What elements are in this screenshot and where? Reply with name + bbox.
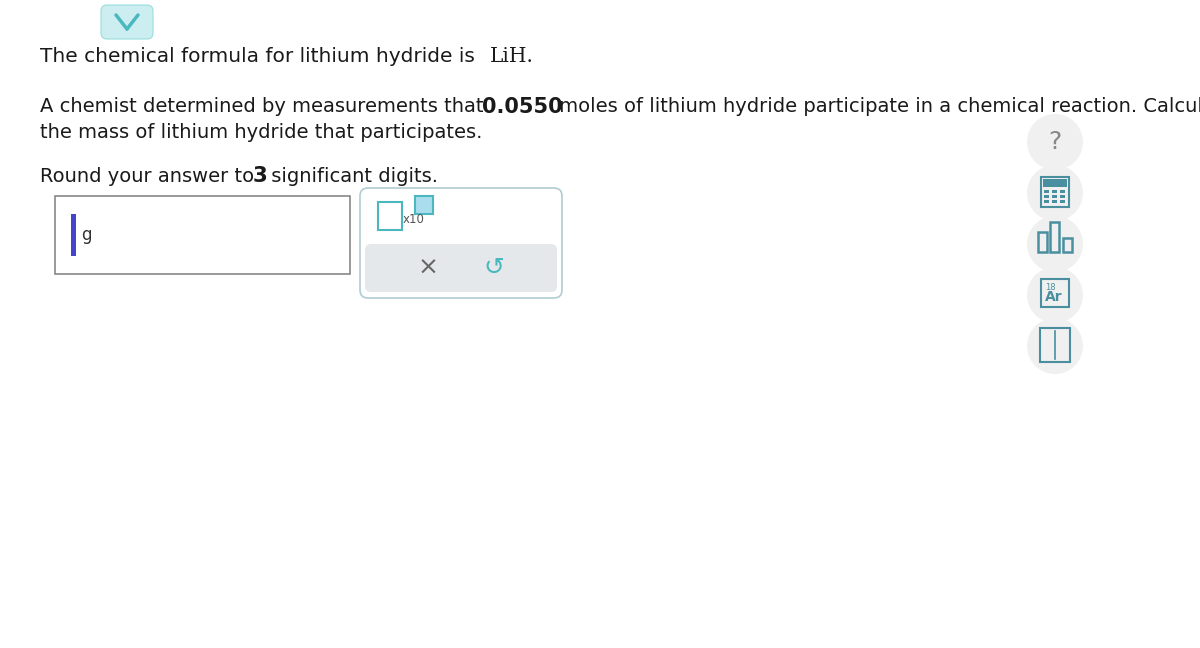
- Bar: [1044, 190, 1049, 193]
- Text: x10: x10: [403, 213, 425, 226]
- Text: A chemist determined by measurements that: A chemist determined by measurements tha…: [40, 97, 490, 117]
- Text: ×: ×: [418, 256, 439, 280]
- Bar: [71, 214, 76, 256]
- Bar: [1060, 195, 1066, 198]
- Bar: [1052, 195, 1057, 198]
- Text: the mass of lithium hydride that participates.: the mass of lithium hydride that partici…: [40, 124, 482, 143]
- FancyBboxPatch shape: [365, 244, 557, 292]
- Bar: [1060, 200, 1066, 203]
- Bar: [1038, 232, 1046, 252]
- Bar: [1040, 328, 1070, 362]
- Circle shape: [1027, 165, 1084, 221]
- Text: LiH.: LiH.: [490, 47, 534, 67]
- Text: ↺: ↺: [484, 256, 504, 280]
- Bar: [1063, 238, 1072, 252]
- Bar: [1043, 179, 1067, 187]
- Bar: [1044, 200, 1049, 203]
- Text: Round your answer to: Round your answer to: [40, 167, 260, 185]
- Text: ?: ?: [1049, 130, 1062, 154]
- Text: moles of lithium hydride participate in a chemical reaction. Calculate: moles of lithium hydride participate in …: [553, 97, 1200, 117]
- Bar: [1042, 177, 1069, 207]
- Circle shape: [1027, 216, 1084, 272]
- Bar: [378, 202, 402, 230]
- Circle shape: [1027, 267, 1084, 323]
- Text: 3: 3: [253, 166, 268, 186]
- Bar: [415, 196, 433, 214]
- Text: g: g: [82, 226, 91, 244]
- Bar: [1042, 279, 1069, 307]
- Bar: [1044, 195, 1049, 198]
- Text: significant digits.: significant digits.: [265, 167, 438, 185]
- Text: Ar: Ar: [1045, 290, 1063, 304]
- Bar: [1052, 190, 1057, 193]
- FancyBboxPatch shape: [360, 188, 562, 298]
- Text: The chemical formula for lithium hydride is: The chemical formula for lithium hydride…: [40, 47, 481, 67]
- Bar: [1050, 222, 1060, 252]
- Bar: [55, 196, 350, 274]
- Bar: [1052, 200, 1057, 203]
- Bar: [1060, 190, 1066, 193]
- Text: 18: 18: [1045, 283, 1055, 292]
- Text: 0.0550: 0.0550: [482, 97, 563, 117]
- FancyBboxPatch shape: [101, 5, 154, 39]
- Circle shape: [1027, 114, 1084, 170]
- Circle shape: [1027, 318, 1084, 374]
